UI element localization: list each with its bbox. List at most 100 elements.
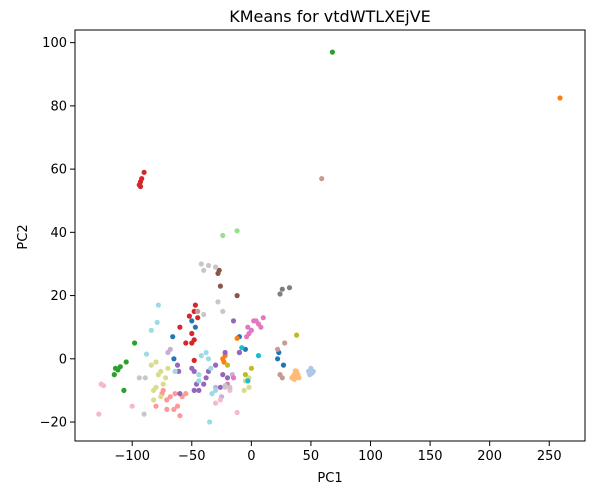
cluster-12-point	[244, 334, 250, 340]
cluster-8-point	[220, 372, 226, 378]
plot-frame	[74, 29, 586, 442]
cluster-15-point	[201, 267, 207, 273]
y-tick-label: 20	[50, 289, 67, 304]
cluster-15-point	[220, 308, 226, 314]
cluster-7-point	[164, 406, 170, 412]
cluster-15-point	[201, 311, 207, 318]
cluster-19-point	[198, 353, 204, 359]
y-axis-label: PC2	[16, 224, 31, 249]
cluster-2-point	[234, 335, 240, 341]
cluster-8-point	[230, 318, 237, 324]
cluster-8-point	[174, 362, 181, 368]
cluster-6-point	[192, 302, 198, 308]
y-tick-label: 100	[42, 36, 67, 51]
cluster-12-point	[260, 315, 266, 321]
cluster-16-point	[294, 332, 300, 338]
y-tick-label: −20	[40, 416, 67, 431]
cluster-19-point	[148, 327, 154, 333]
cluster-19-point	[209, 391, 215, 397]
cluster-7-point	[183, 391, 189, 397]
x-tick-label: 0	[247, 449, 255, 464]
cluster-15-point	[142, 375, 148, 381]
x-axis-label: PC1	[317, 471, 342, 486]
cluster-19-point	[213, 387, 219, 393]
cluster-19-point	[196, 378, 202, 384]
cluster-15-point	[227, 384, 233, 390]
y-tick-label: 60	[50, 163, 67, 178]
x-tick-label: −50	[178, 449, 205, 464]
cluster-7-point	[167, 394, 173, 400]
points-layer	[96, 49, 563, 425]
cluster-3-point	[292, 368, 298, 374]
cluster-12-point	[245, 324, 251, 330]
cluster-14-point	[286, 285, 293, 291]
cluster-6-point	[195, 315, 201, 321]
cluster-6-point	[191, 337, 197, 343]
cluster-16-point	[242, 372, 248, 378]
cluster-13-point	[217, 397, 223, 403]
cluster-17-point	[153, 384, 159, 390]
cluster-5-point	[220, 232, 226, 239]
cluster-4-point	[132, 340, 138, 346]
cluster-7-point	[171, 406, 177, 412]
cluster-6-point	[191, 357, 197, 363]
cluster-5-point	[234, 228, 240, 234]
cluster-10-point	[217, 283, 223, 289]
cluster-0-point	[189, 318, 195, 324]
x-tick-label: 250	[537, 449, 562, 464]
cluster-15-point	[222, 383, 228, 389]
y-tick-label: 40	[50, 226, 67, 241]
cluster-15-point	[213, 264, 219, 270]
x-axis-ticks: −100 −50 0 50 100 150 200 250	[114, 441, 562, 464]
chart-title: KMeans for vtdWTLXEjVE	[229, 7, 431, 26]
cluster-19-point	[155, 302, 161, 308]
cluster-16-point	[248, 365, 254, 371]
cluster-17-point	[160, 381, 166, 387]
cluster-17-point	[246, 384, 252, 390]
cluster-19-point	[154, 319, 160, 325]
cluster-19-point	[143, 351, 150, 357]
cluster-17-point	[151, 397, 157, 403]
cluster-4-point	[111, 372, 117, 378]
cluster-11-point	[279, 375, 285, 381]
cluster-8-point	[222, 349, 228, 356]
cluster-0-point	[275, 356, 281, 362]
cluster-6-point	[141, 169, 147, 175]
cluster-18-point	[239, 345, 245, 351]
cluster-8-point	[236, 349, 242, 356]
cluster-6-point	[186, 313, 192, 319]
cluster-7-point	[153, 403, 159, 409]
cluster-13-point	[96, 411, 102, 417]
cluster-1-point	[309, 370, 315, 376]
x-tick-label: 200	[477, 449, 502, 464]
cluster-8-point	[196, 387, 202, 393]
cluster-11-point	[319, 176, 325, 182]
cluster-15-point	[215, 299, 221, 305]
cluster-11-point	[195, 308, 201, 314]
cluster-7-point	[177, 413, 183, 419]
cluster-8-point	[201, 381, 207, 387]
cluster-15-point	[141, 411, 147, 417]
cluster-0-point	[170, 334, 176, 340]
cluster-6-point	[177, 324, 183, 330]
cluster-18-point	[245, 378, 251, 384]
cluster-7-point	[172, 391, 178, 397]
cluster-8-point	[217, 384, 223, 390]
cluster-19-point	[196, 372, 202, 378]
cluster-2-point	[220, 356, 226, 362]
cluster-19-point	[172, 368, 178, 374]
x-tick-label: 150	[418, 449, 443, 464]
cluster-4-point	[123, 359, 129, 365]
y-tick-label: 0	[59, 352, 67, 367]
cluster-8-point	[191, 368, 197, 374]
cluster-9-point	[167, 346, 173, 352]
cluster-10-point	[234, 293, 240, 299]
cluster-10-point	[216, 267, 222, 273]
cluster-3-point	[294, 374, 300, 380]
cluster-13-point	[129, 403, 135, 409]
cluster-13-point	[101, 383, 107, 389]
cluster-7-point	[174, 403, 181, 409]
cluster-16-point	[224, 362, 231, 368]
cluster-12-point	[230, 375, 237, 381]
